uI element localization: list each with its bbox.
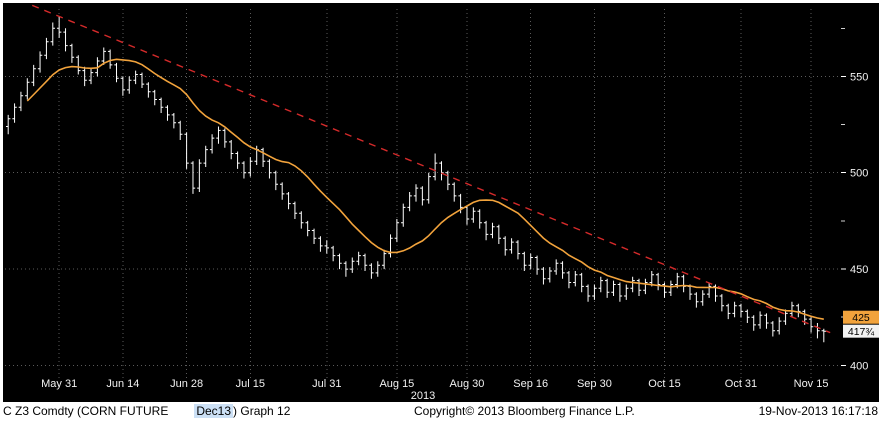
price-badge-label: 417¾ [848,326,875,338]
x-axis-label: Jul 15 [236,378,265,390]
price-badge [843,324,879,338]
y-axis-label: 500 [850,168,868,180]
gridlines [5,9,841,379]
copyright-text: Copyright© 2013 Bloomberg Finance L.P. [414,404,635,418]
x-axis-label: Jun 14 [106,378,139,390]
moving-average-line [26,58,824,320]
x-axis-label: Aug 30 [450,378,485,390]
price-badge [843,310,879,324]
ohlc-bars [5,16,827,343]
y-axis-label: 400 [850,360,868,372]
x-axis-year-label: 2013 [411,390,435,402]
price-chart-svg[interactable]: 400 450 500 550 May 31 Jun 14 Jun 28 Jul 15 Jul … [3,3,879,402]
footer-bar: C Z3 Comdty (CORN FUTURE Dec13) Graph 12 … [0,402,882,421]
x-axis-label: Sep 16 [513,378,548,390]
y-axis-label: 450 [850,264,868,276]
x-axis-label: Sep 30 [577,378,612,390]
x-axis-label: May 31 [41,378,77,390]
x-axis-label: Oct 31 [725,378,757,390]
y-axis-label: 550 [850,71,868,83]
x-axis-label: Jul 31 [312,378,341,390]
axis-labels: 400 450 500 550 May 31 Jun 14 Jun 28 Jul 15 Jul … [41,27,868,402]
timestamp: 19-Nov-2013 16:17:18 [758,404,878,418]
x-axis-label: Oct 15 [648,378,680,390]
price-badge-label: 425 [852,312,870,324]
chart-region: 400 450 500 550 May 31 Jun 14 Jun 28 Jul 15 Jul … [3,3,879,402]
security-name: C Z3 Comdty (CORN FUTURE [3,404,169,418]
contract-field[interactable]: Dec13 [194,404,234,418]
trendline [27,4,831,334]
x-axis-label: Jun 28 [170,378,203,390]
x-axis-label: Nov 15 [794,378,829,390]
security-description: C Z3 Comdty (CORN FUTURE Dec13) Graph 12 [3,404,290,418]
graph-label: ) Graph 12 [233,404,291,418]
x-axis-label: Aug 15 [379,378,414,390]
